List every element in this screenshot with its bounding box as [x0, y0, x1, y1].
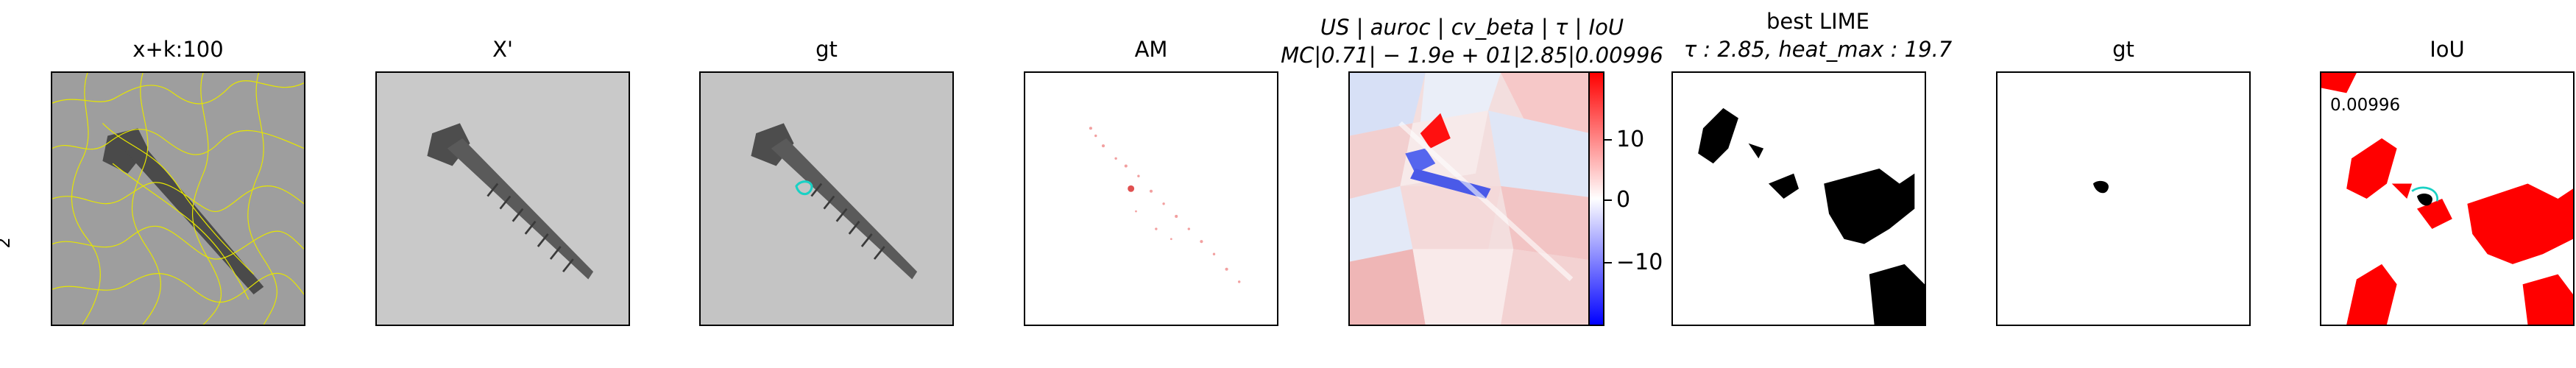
colorbar-tick-label: 0 [1616, 187, 1631, 213]
ground-truth-overlay-image [701, 73, 952, 325]
lime-heatmap-image [1350, 73, 1602, 325]
panel2-title: X' [492, 37, 513, 62]
panel7-title: gt [2112, 37, 2134, 62]
input-superpixel-image [52, 73, 304, 325]
ground-truth-mask-image [1998, 73, 2249, 325]
best-lime-mask-image [1673, 73, 1925, 325]
iou-overlap-image [2321, 73, 2573, 325]
colorbar-tick-label: −10 [1616, 250, 1663, 275]
panel-input-superpixels [51, 71, 305, 326]
panel6-title-line1: best LIME [1766, 9, 1869, 34]
panel5-title-line1: US | auroc | cv_beta | τ | IoU [1320, 15, 1624, 40]
panel-ground-truth-overlay [699, 71, 954, 326]
panel4-title: AM [1134, 37, 1168, 62]
panel-iou [2320, 71, 2575, 326]
colorbar-tick-label: 10 [1616, 127, 1645, 152]
row-label: scratch_neck 2 [0, 221, 59, 265]
panel6-title: best LIME τ : 2.85, heat_max : 19.7 [1634, 7, 2002, 63]
anomaly-map-image [1025, 73, 1277, 325]
panel3-title: gt [815, 37, 838, 62]
panel-anomaly-map [1024, 71, 1278, 326]
row-label-line2: 2 [0, 221, 15, 265]
panel8-title: IoU [2430, 37, 2465, 62]
colorbar-tick [1604, 139, 1612, 141]
colorbar [1588, 71, 1604, 326]
colorbar-tick [1604, 262, 1612, 263]
panel5-title-line2: MC|0.71| − 1.9e + 01|2.85|0.00996 [1281, 43, 1663, 68]
panel-best-lime-mask [1671, 71, 1926, 326]
panel-reconstruction [375, 71, 630, 326]
panel-ground-truth-mask [1996, 71, 2251, 326]
panel1-title: x+k:100 [132, 37, 224, 62]
panel-lime-heatmap [1348, 71, 1603, 326]
panel6-title-line2: τ : 2.85, heat_max : 19.7 [1683, 37, 1953, 62]
reconstruction-image [377, 73, 629, 325]
iou-value-label: 0.00996 [2330, 96, 2401, 115]
panel5-title: US | auroc | cv_beta | τ | IoU MC|0.71| … [1266, 13, 1678, 69]
colorbar-tick [1604, 199, 1612, 201]
